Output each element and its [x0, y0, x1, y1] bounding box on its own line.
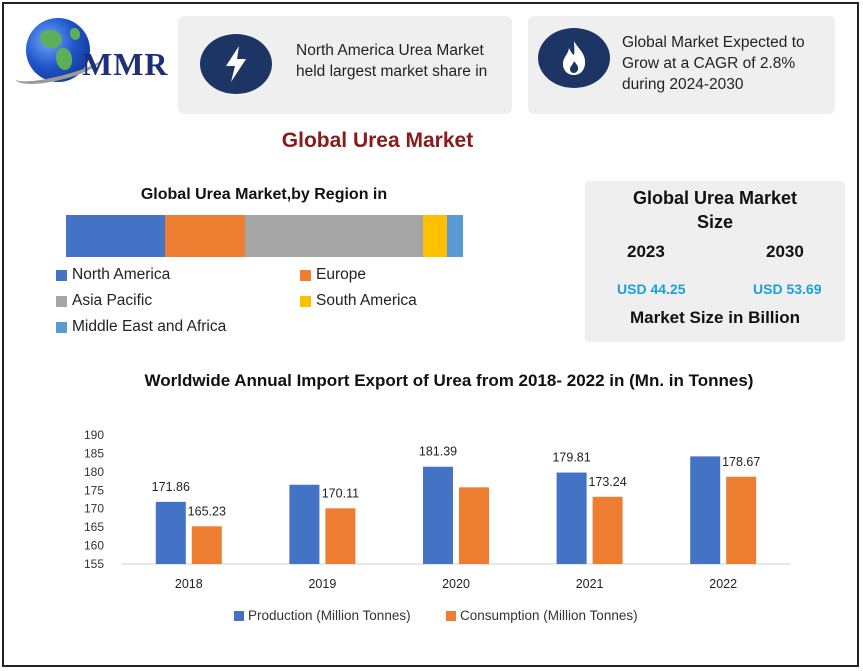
- data-label: 179.81: [552, 451, 590, 465]
- region-segment-middle-east-and-africa: [447, 215, 463, 257]
- y-tick-label: 165: [84, 520, 104, 534]
- bar-legend-production: Production (Million Tonnes): [234, 608, 411, 623]
- bar-consumption-2018: [191, 526, 222, 564]
- main-title: Global Urea Market: [281, 129, 474, 152]
- bar-consumption-2021: [592, 496, 623, 564]
- globe-icon: [26, 18, 90, 82]
- region-legend-item-south-america: South America: [300, 292, 417, 310]
- flame-icon: [538, 28, 610, 88]
- market-size-title: Global Urea Market Size: [632, 188, 798, 232]
- bar-consumption-2022: [726, 476, 757, 564]
- region-legend-item-asia-pacific: Asia Pacific: [56, 292, 152, 310]
- legend-swatch: [300, 269, 311, 281]
- market-size-year-2030: 2030: [766, 242, 804, 261]
- x-tick-label: 2019: [308, 577, 336, 591]
- market-size-footer: Market Size in Billion: [629, 308, 801, 327]
- region-chart-title: Global Urea Market,by Region in: [140, 186, 388, 203]
- bar-consumption-2019: [325, 508, 356, 564]
- region-legend-item-europe: Europe: [300, 266, 366, 284]
- bar-production-2022: [690, 456, 721, 564]
- data-label: 173.24: [588, 475, 626, 489]
- legend-swatch: [446, 610, 456, 621]
- legend-swatch: [300, 295, 311, 307]
- y-tick-label: 185: [84, 446, 104, 460]
- data-label: 171.86: [152, 480, 190, 494]
- mmr-logo: MMR: [12, 16, 174, 91]
- bar-legend-consumption: Consumption (Million Tonnes): [446, 608, 638, 623]
- bar-production-2021: [556, 472, 587, 564]
- bar-consumption-2020: [459, 487, 489, 564]
- legend-swatch: [56, 269, 67, 281]
- data-label: 165.23: [188, 504, 226, 518]
- data-label: 178.67: [722, 455, 760, 469]
- y-tick-label: 175: [84, 483, 104, 497]
- legend-swatch: [56, 321, 67, 333]
- region-segment-south-america: [423, 215, 448, 257]
- market-size-year-2023: 2023: [627, 242, 665, 261]
- x-tick-label: 2020: [442, 577, 470, 591]
- highlight-card-region: North America Urea Market held largest m…: [178, 16, 512, 114]
- highlight-card-cagr: Global Market Expected to Grow at a CAGR…: [528, 16, 835, 114]
- bar-chart-title: Worldwide Annual Import Export of Urea f…: [144, 371, 754, 390]
- data-label: 181.39: [419, 445, 457, 459]
- y-tick-label: 190: [84, 428, 104, 442]
- region-segment-europe: [165, 215, 245, 257]
- y-tick-label: 170: [84, 502, 104, 516]
- x-tick-label: 2018: [175, 577, 203, 591]
- logo-text: MMR: [82, 46, 169, 82]
- legend-swatch: [234, 610, 244, 621]
- x-tick-label: 2022: [709, 577, 737, 591]
- bar-production-2020: [423, 466, 453, 564]
- data-label: 170.11: [322, 486, 359, 500]
- region-segment-north-america: [66, 215, 166, 257]
- card-text-cagr: Global Market Expected to Grow at a CAGR…: [622, 34, 805, 93]
- region-legend-item-mea: Middle East and Africa: [56, 318, 226, 336]
- bar-production-2019: [289, 484, 320, 564]
- legend-swatch: [56, 295, 67, 307]
- y-tick-label: 155: [84, 557, 104, 571]
- bar-production-2018: [155, 501, 186, 564]
- y-tick-label: 160: [84, 539, 104, 553]
- market-size-value-2030: USD 53.69: [753, 281, 822, 297]
- region-segment-asia-pacific: [244, 215, 424, 257]
- region-legend-item-north-america: North America: [56, 266, 170, 284]
- y-tick-label: 180: [84, 465, 104, 479]
- market-size-card: Global Urea Market Size 2023 2030 USD 44…: [585, 181, 845, 342]
- lightning-icon: [200, 34, 272, 94]
- region-stacked-bar: [66, 215, 463, 257]
- market-size-value-2023: USD 44.25: [617, 281, 686, 297]
- card-text-region: North America Urea Market held largest m…: [296, 42, 488, 80]
- x-tick-label: 2021: [576, 577, 604, 591]
